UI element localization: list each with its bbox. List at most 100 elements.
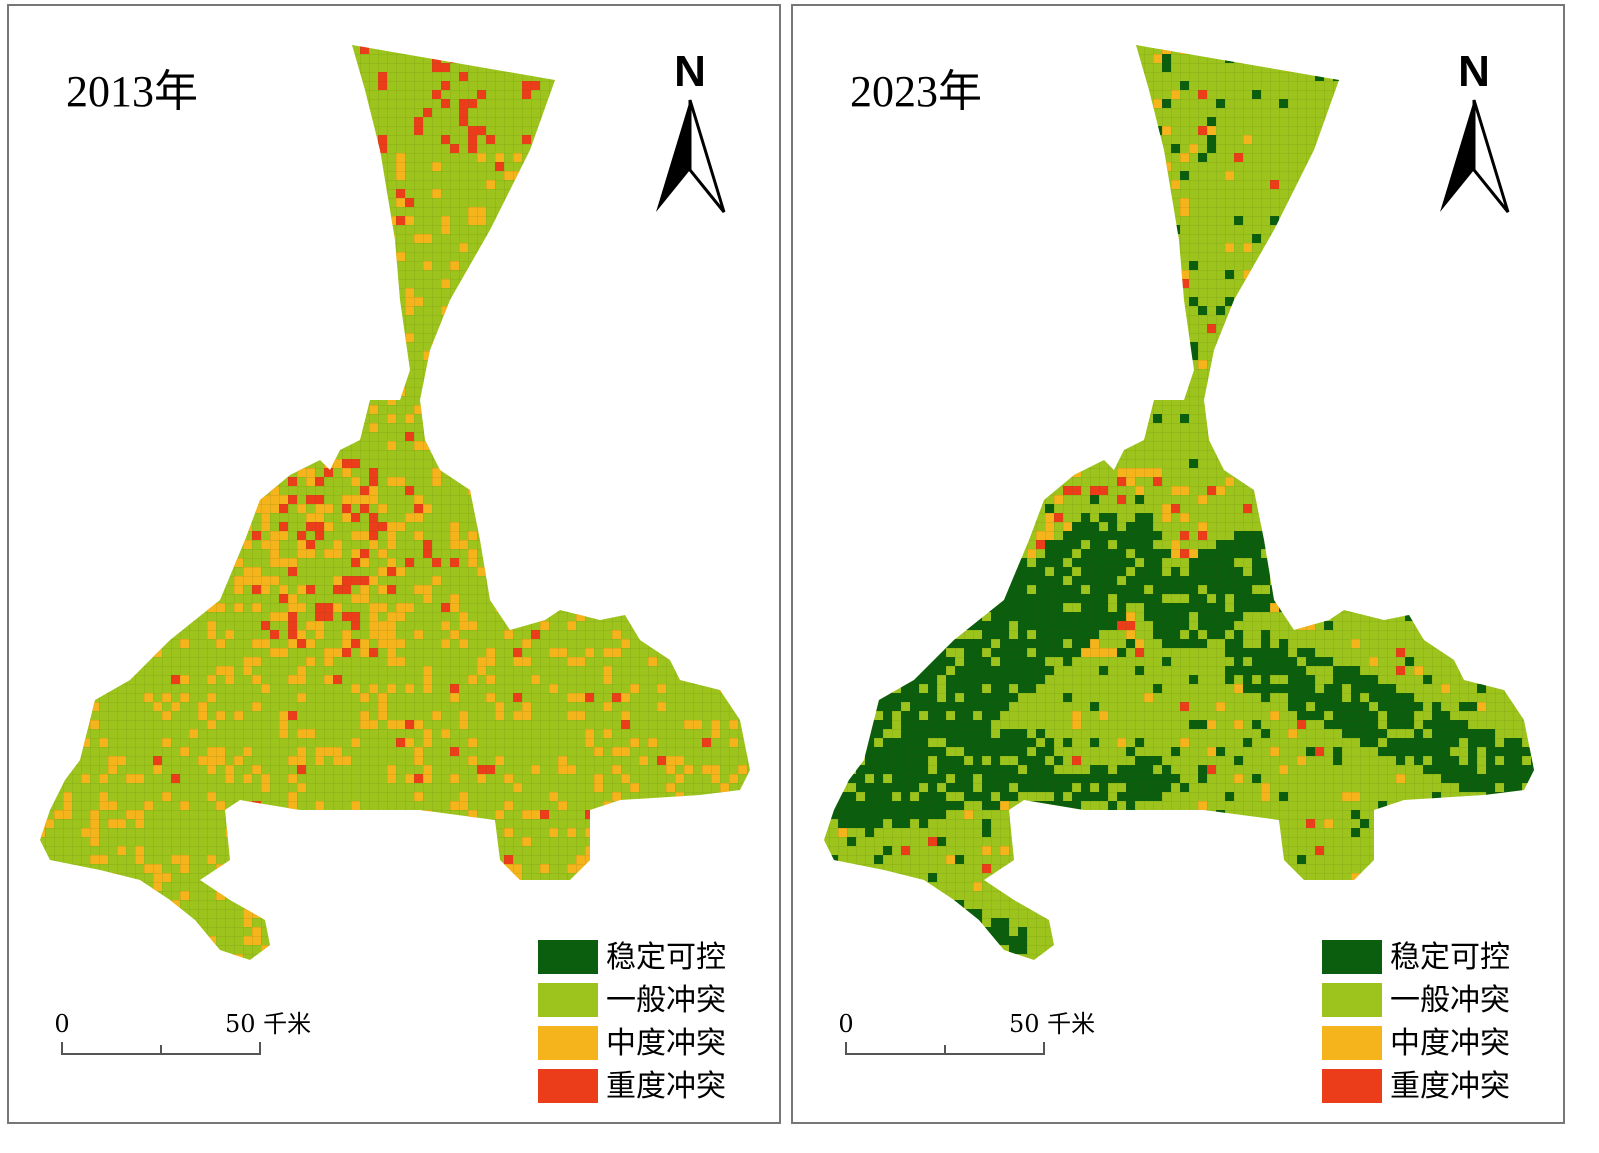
cell: [1306, 558, 1315, 567]
cell: [99, 333, 108, 342]
cell: [657, 576, 666, 585]
cell: [108, 531, 117, 540]
legend-label: 中度冲突: [606, 1026, 726, 1061]
cell: [288, 54, 297, 63]
cell: [1432, 324, 1441, 333]
cell: [585, 432, 594, 441]
cell: [910, 909, 919, 918]
cell: [378, 846, 387, 855]
cell: [234, 99, 243, 108]
cell: [306, 432, 315, 441]
cell: [693, 846, 702, 855]
cell: [1522, 603, 1531, 612]
cell: [45, 162, 54, 171]
cell: [991, 162, 1000, 171]
cell: [396, 369, 405, 378]
cell: [1180, 819, 1189, 828]
cell: [1333, 882, 1342, 891]
cell: [666, 873, 675, 882]
cell: [1270, 252, 1279, 261]
scale-start: 0: [838, 1010, 853, 1038]
cell: [324, 288, 333, 297]
cell: [450, 396, 459, 405]
cell: [1099, 189, 1108, 198]
cell: [729, 261, 738, 270]
cell: [1297, 414, 1306, 423]
cell: [144, 621, 153, 630]
cell: [729, 225, 738, 234]
cell: [621, 180, 630, 189]
cell: [1522, 54, 1531, 63]
cell: [729, 666, 738, 675]
cell: [621, 540, 630, 549]
cell: [45, 900, 54, 909]
cell: [297, 234, 306, 243]
cell: [387, 936, 396, 945]
cell: [468, 423, 477, 432]
cell: [360, 252, 369, 261]
cell: [883, 315, 892, 324]
cell: [612, 864, 621, 873]
cell: [333, 90, 342, 99]
cell: [135, 333, 144, 342]
cell: [856, 891, 865, 900]
cell: [54, 81, 63, 90]
cell: [126, 540, 135, 549]
cell: [99, 270, 108, 279]
cell: [1333, 225, 1342, 234]
cell: [558, 531, 567, 540]
cell: [180, 558, 189, 567]
cell: [234, 837, 243, 846]
cell: [892, 360, 901, 369]
cell: [612, 108, 621, 117]
cell: [279, 315, 288, 324]
cell: [1441, 477, 1450, 486]
cell: [1324, 900, 1333, 909]
cell: [1495, 450, 1504, 459]
cell: [54, 117, 63, 126]
cell: [108, 504, 117, 513]
cell: [1450, 378, 1459, 387]
cell: [1270, 54, 1279, 63]
cell: [630, 405, 639, 414]
cell: [1279, 468, 1288, 477]
cell: [531, 351, 540, 360]
cell: [693, 396, 702, 405]
cell: [108, 963, 117, 972]
cell: [657, 225, 666, 234]
cell: [252, 180, 261, 189]
cell: [711, 873, 720, 882]
cell: [288, 81, 297, 90]
cell: [639, 81, 648, 90]
cell: [1450, 558, 1459, 567]
cell: [1072, 333, 1081, 342]
cell: [702, 855, 711, 864]
cell: [1081, 189, 1090, 198]
cell: [1450, 99, 1459, 108]
cell: [1126, 243, 1135, 252]
cell: [198, 585, 207, 594]
cell: [856, 963, 865, 972]
cell: [928, 549, 937, 558]
cell: [1117, 243, 1126, 252]
cell: [90, 675, 99, 684]
cell: [1504, 792, 1513, 801]
cell: [910, 306, 919, 315]
cell: [657, 864, 666, 873]
cell: [72, 882, 81, 891]
cell: [1090, 90, 1099, 99]
grid-overlay: [824, 45, 1534, 960]
cell: [360, 207, 369, 216]
cell: [720, 72, 729, 81]
cell: [594, 351, 603, 360]
cell: [72, 198, 81, 207]
cell: [567, 234, 576, 243]
cell: [1072, 810, 1081, 819]
cell: [315, 117, 324, 126]
cell: [198, 954, 207, 960]
cell: [1054, 954, 1063, 960]
cell: [189, 369, 198, 378]
cell: [585, 396, 594, 405]
cell: [720, 612, 729, 621]
